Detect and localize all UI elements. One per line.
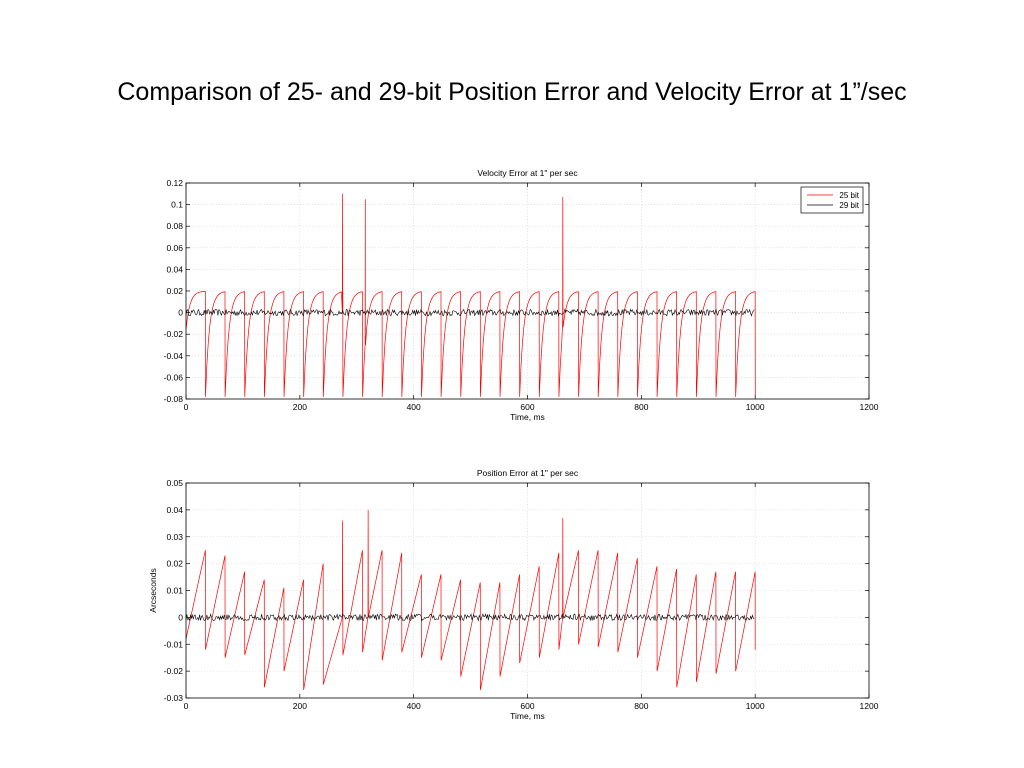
velocity-y-tick-label: 0.04	[166, 264, 183, 274]
velocity-y-tick-label: -0.08	[164, 394, 184, 404]
velocity-y-tick-label: 0.1	[171, 200, 183, 210]
position-y-tick-label: -0.02	[164, 666, 184, 676]
velocity-legend-label: 25 bit	[839, 191, 859, 200]
position-y-tick-label: 0	[178, 612, 183, 622]
position-x-axis-label: Time, ms	[510, 711, 545, 721]
velocity-y-tick-label: 0	[178, 308, 183, 318]
velocity-y-tick-label: 0.02	[166, 286, 183, 296]
position-x-tick-label: 600	[520, 701, 534, 711]
velocity-y-tick-label: 0.08	[166, 221, 183, 231]
position-y-tick-label: 0.02	[166, 559, 183, 569]
velocity-legend-label: 29 bit	[839, 201, 859, 210]
position-series-25-bit	[185, 509, 756, 691]
position-y-tick-label: 0.01	[166, 586, 183, 596]
velocity-x-axis-label: Time, ms	[510, 412, 545, 422]
position-error-chart: Position Error at 1" per sec 0 200 400 600 80…	[148, 468, 879, 721]
velocity-x-tick-label: 1200	[860, 402, 879, 412]
position-x-tick-label: 400	[407, 701, 421, 711]
position-x-tick-label: 200	[293, 701, 307, 711]
position-x-tick-label: 1000	[746, 701, 765, 711]
position-x-tick-label: 1200	[860, 701, 879, 711]
position-y-tick-label: 0.03	[166, 532, 183, 542]
velocity-x-tick-label: 400	[407, 402, 421, 412]
position-y-tick-label: 0.05	[166, 478, 183, 488]
velocity-x-tick-label: 600	[520, 402, 534, 412]
position-y-axis-label: Arcseconds	[148, 568, 158, 612]
velocity-series-29-bit	[185, 308, 755, 317]
velocity-legend-box	[800, 186, 864, 214]
velocity-series-25-bit	[185, 193, 756, 397]
velocity-y-tick-label: -0.06	[164, 372, 184, 382]
velocity-x-tick-label: 200	[293, 402, 307, 412]
velocity-error-chart: Velocity Error at 1" per sec 0 200 400 600 80…	[164, 168, 879, 422]
slide-title: Comparison of 25- and 29-bit Position Er…	[117, 78, 907, 106]
position-y-tick-label: -0.01	[164, 639, 184, 649]
velocity-y-tick-label: 0.12	[166, 178, 183, 188]
velocity-y-tick-label: 0.06	[166, 243, 183, 253]
position-chart-title: Position Error at 1" per sec	[477, 468, 579, 478]
position-series-29-bit	[185, 613, 755, 622]
position-x-tick-label: 800	[634, 701, 648, 711]
position-y-tick-label: 0.04	[166, 505, 183, 515]
velocity-chart-title: Velocity Error at 1" per sec	[477, 168, 578, 178]
velocity-x-tick-label: 1000	[746, 402, 765, 412]
velocity-y-tick-label: -0.04	[164, 351, 184, 361]
position-x-tick-label: 0	[184, 701, 189, 711]
position-y-tick-label: -0.03	[164, 693, 184, 703]
velocity-x-tick-label: 800	[634, 402, 648, 412]
velocity-y-tick-label: -0.02	[164, 329, 184, 339]
velocity-x-tick-label: 0	[184, 402, 189, 412]
